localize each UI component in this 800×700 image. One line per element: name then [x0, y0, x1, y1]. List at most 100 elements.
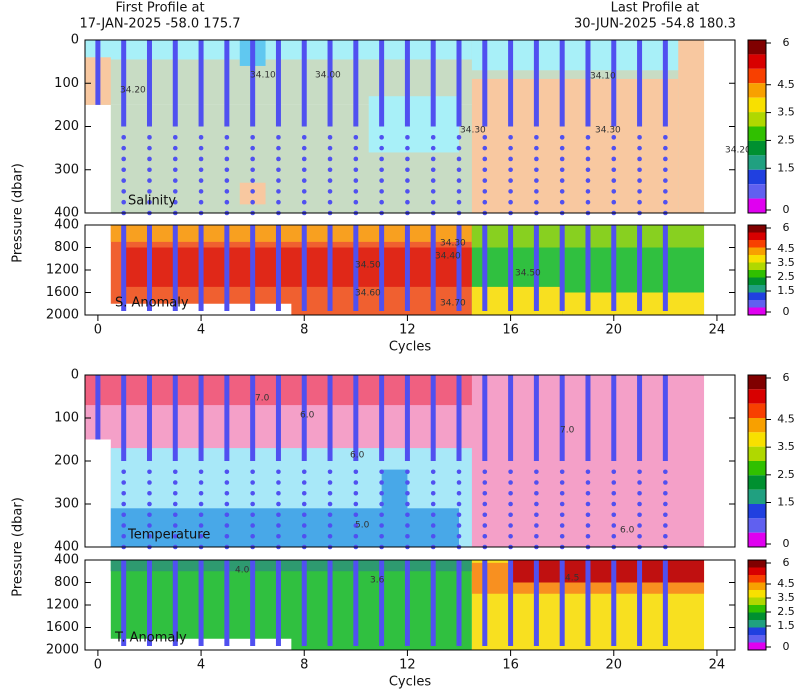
profile-dot: [482, 135, 488, 140]
profile-dot: [405, 523, 410, 528]
profile-dot: [456, 512, 462, 518]
profile-dot: [508, 145, 513, 151]
profile-dot: [405, 145, 410, 151]
panel-label: S. Anomaly: [115, 296, 189, 311]
profile-dot: [198, 480, 204, 485]
profile-dot: [508, 490, 513, 496]
x-tick-label: 12: [399, 658, 416, 673]
profile-dot: [224, 490, 230, 496]
profile-dot: [405, 189, 410, 194]
profile-dot: [663, 178, 668, 183]
profile-dot: [147, 469, 152, 475]
profile-dot: [121, 156, 126, 162]
profile-dot: [301, 533, 307, 539]
x-axis-label: Cycles: [389, 675, 432, 690]
profile-dot: [585, 167, 591, 173]
profile-dot: [456, 501, 462, 507]
colorbar-cell: [748, 225, 766, 233]
profile-dot: [121, 523, 126, 528]
profile-dot: [508, 480, 513, 485]
profile-dot: [585, 156, 591, 162]
profile-dot: [430, 178, 436, 183]
profile-dot: [637, 480, 642, 485]
profile-dot: [147, 189, 152, 194]
profile-dot: [456, 178, 462, 183]
profile-dot: [534, 480, 539, 485]
profile-dot: [276, 189, 281, 194]
panel-label: Salinity: [128, 194, 176, 209]
profile-dot: [405, 178, 410, 183]
profile-dot: [534, 199, 539, 205]
profile-dot: [430, 145, 436, 151]
profile-dot: [611, 512, 617, 518]
profile-dot: [430, 533, 436, 539]
profile-dot: [456, 533, 462, 539]
profile-dot: [534, 533, 539, 539]
profile-dot: [559, 156, 565, 162]
contour-label: 5.0: [355, 521, 370, 531]
profile-dot: [353, 512, 359, 518]
profile-dot: [456, 156, 462, 162]
y-tick-label: 300: [54, 497, 79, 512]
profile-dot: [250, 178, 255, 183]
profile-dot: [559, 480, 565, 485]
profile-dot: [637, 199, 642, 205]
colorbar-label: 0: [783, 640, 790, 653]
colorbar-cell: [748, 97, 766, 113]
profile-dot: [637, 533, 642, 539]
colorbar-label: 4.5: [777, 413, 795, 426]
profile-dot: [508, 523, 513, 528]
panel-label: T. Anomaly: [114, 631, 187, 646]
colorbar-cell: [748, 446, 766, 461]
profile-dot: [611, 199, 617, 205]
profile-dot: [559, 533, 565, 539]
profile-dot: [353, 189, 359, 194]
colorbar-cell: [748, 240, 766, 248]
profile-dot: [172, 501, 178, 507]
profile-dot: [559, 512, 565, 518]
profile-dot: [430, 199, 436, 205]
profile-dot: [379, 156, 384, 162]
x-tick-label: 12: [399, 323, 416, 338]
field: [110, 560, 472, 650]
profile-dot: [663, 189, 668, 194]
x-tick-label: 20: [605, 658, 622, 673]
profile-dot: [327, 523, 333, 528]
y-tick-label: 400: [54, 553, 79, 568]
contour-label: 7.0: [255, 394, 270, 404]
colorbar-cell: [748, 247, 766, 255]
profile-dot: [559, 469, 565, 475]
profile-dot: [637, 167, 642, 173]
profile-dot: [534, 167, 539, 173]
profile-dot: [534, 501, 539, 507]
profile-dot: [327, 199, 333, 205]
colorbar-cell: [748, 403, 766, 418]
colorbar-cell: [748, 504, 766, 519]
colorbar-cell: [748, 54, 766, 69]
colorbar-cell: [748, 635, 766, 643]
profile-dot: [379, 533, 384, 539]
profile-dot: [276, 469, 281, 475]
profile-dot: [405, 199, 410, 205]
profile-dot: [353, 523, 359, 528]
profile-dot: [250, 501, 255, 507]
profile-dot: [405, 156, 410, 162]
profile-dot: [198, 189, 204, 194]
x-tick-label: 4: [197, 658, 205, 673]
profile-dot: [430, 523, 436, 528]
profile-dot: [663, 523, 668, 528]
profile-dot: [482, 501, 488, 507]
field: [381, 469, 408, 517]
colorbar-label: 1.5: [777, 284, 795, 297]
colorbar-label: 1.5: [777, 161, 795, 174]
profile-dot: [276, 178, 281, 183]
colorbar-label: 3.5: [777, 106, 795, 119]
profile-dot: [301, 167, 307, 173]
colorbar-cell: [748, 389, 766, 404]
x-tick-label: 24: [709, 658, 726, 673]
profile-dot: [276, 135, 281, 140]
contour-label: 34.30: [460, 126, 486, 136]
profile-dot: [663, 533, 668, 539]
profile-dot: [482, 469, 488, 475]
profile-dot: [301, 523, 307, 528]
